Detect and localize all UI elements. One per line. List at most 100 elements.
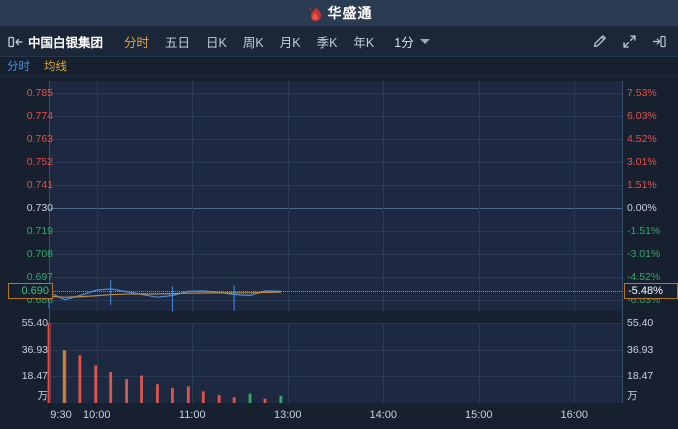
brand-bar: 华盛通 <box>0 0 678 27</box>
chart-toolbar: 中国白银集团 分时 五日 日K 周K 月K 季K 年K 1分 <box>0 27 678 57</box>
price-gridline <box>49 161 622 163</box>
volume-bar <box>94 365 98 403</box>
volume-bar <box>109 371 113 403</box>
volume-bar <box>140 375 143 403</box>
plot-left-border <box>49 81 50 403</box>
fullscreen-icon[interactable] <box>622 34 637 49</box>
plot-right-border <box>622 81 623 403</box>
time-gridline <box>96 81 98 311</box>
time-tick-label: 16:00 <box>560 409 589 421</box>
volume-tick-label: 36.93 <box>627 343 654 356</box>
pencil-icon[interactable] <box>592 34 607 49</box>
volume-unit-label: 万 <box>627 390 638 402</box>
price-plot-background <box>49 81 622 311</box>
time-gridline <box>192 81 194 311</box>
volume-bar <box>125 379 128 403</box>
volume-bar <box>78 355 82 403</box>
price-tick-label: 0.763 <box>26 132 53 145</box>
indicator-tab-junxian[interactable]: 均线 <box>44 61 67 73</box>
interval-label: 1分 <box>394 36 414 50</box>
volume-tick-label: 36.93 <box>21 343 48 356</box>
volume-bars-layer <box>47 323 283 403</box>
price-gridline <box>49 184 622 186</box>
price-gridline <box>49 253 622 255</box>
volume-tick-label: 55.40 <box>21 317 48 329</box>
percent-tick-label: 7.53% <box>627 86 657 99</box>
percent-tick-label: 0.00% <box>627 201 657 214</box>
period-tab-dayk[interactable]: 日K <box>206 36 227 50</box>
time-tick-label: 10:00 <box>82 409 111 421</box>
volume-gridline <box>49 376 622 378</box>
volume-bar <box>171 387 174 403</box>
period-tab-fenshi[interactable]: 分时 <box>124 36 150 50</box>
chart-area: 0.785 0.774 0.763 0.752 0.741 0.730 0.719 0.708… <box>0 76 678 429</box>
time-gridline <box>574 81 576 311</box>
price-tick-label: 0.741 <box>26 178 53 191</box>
current-price-badge: 0.690 <box>8 283 53 300</box>
percent-tick-label: -1.51% <box>627 224 661 237</box>
volume-bar <box>248 393 252 403</box>
price-gridline <box>49 299 622 301</box>
time-gridline <box>192 323 194 403</box>
time-tick-label: 14:00 <box>369 409 397 421</box>
percent-tick-label: -6.03% <box>627 293 661 306</box>
period-tab-quarterk[interactable]: 季K <box>316 36 338 50</box>
volume-bar <box>62 350 66 403</box>
time-axis: 9:30 10:00 11:00 13:00 14:00 15:00 16:00 <box>0 405 678 429</box>
volume-tick-label: 18.47 <box>21 370 48 383</box>
price-gridline <box>49 230 622 232</box>
period-tabs: 分时 五日 日K 周K 月K 季K 年K <box>116 32 382 51</box>
interval-selector[interactable]: 1分 <box>394 32 430 51</box>
price-gridline <box>49 138 622 140</box>
indicator-tab-fenshi[interactable]: 分时 <box>7 61 30 73</box>
volume-bar <box>279 395 283 403</box>
percent-tick-label: -3.01% <box>627 247 661 260</box>
period-tab-yeark[interactable]: 年K <box>353 36 375 50</box>
price-tick-label: 0.785 <box>26 86 53 99</box>
flame-icon <box>306 5 323 22</box>
price-gridline <box>49 276 622 278</box>
indicator-tabs: 分时 均线 <box>0 57 678 76</box>
time-gridline <box>478 323 480 403</box>
sidebar-toggle-icon[interactable] <box>652 34 667 49</box>
percent-tick-label: 6.03% <box>627 109 657 122</box>
average-line <box>48 291 281 298</box>
brand-name: 华盛通 <box>327 4 373 21</box>
volume-bar <box>263 398 267 403</box>
time-gridline <box>383 81 385 311</box>
volume-unit-label: 万 <box>37 390 49 402</box>
price-line <box>48 288 281 301</box>
collapse-panel-icon[interactable] <box>7 34 24 50</box>
time-gridline <box>574 323 576 403</box>
volume-bar <box>217 395 221 403</box>
volume-bar <box>156 384 159 403</box>
price-tick-label: 0.686 <box>26 293 53 306</box>
volume-plot[interactable] <box>47 323 622 403</box>
period-tab-5day[interactable]: 五日 <box>165 36 191 50</box>
brand-logo: 华盛通 <box>306 5 373 22</box>
current-percent-badge: -5.48% <box>624 283 678 300</box>
period-tab-weekk[interactable]: 周K <box>242 36 264 50</box>
volume-gridline <box>49 323 622 324</box>
time-gridline <box>478 81 480 311</box>
price-gridline <box>49 115 622 117</box>
current-price-dotted-line <box>49 291 622 293</box>
time-gridline <box>383 323 385 403</box>
price-tick-label: 0.730 <box>26 201 53 214</box>
time-gridline <box>287 323 289 403</box>
volume-bar <box>232 397 236 403</box>
price-gridline <box>49 92 622 94</box>
price-series-layer <box>48 279 281 312</box>
price-plot[interactable] <box>48 81 622 312</box>
stock-name[interactable]: 中国白银集团 <box>28 36 104 50</box>
time-gridline <box>96 323 98 403</box>
time-tick-label: 13:00 <box>274 409 302 421</box>
chevron-down-icon <box>419 39 430 44</box>
price-tick-label: 0.719 <box>26 224 53 237</box>
time-tick-label: 15:00 <box>464 409 493 421</box>
percent-tick-label: 4.52% <box>627 132 657 145</box>
price-tick-label: 0.697 <box>26 270 53 283</box>
volume-bar <box>186 386 190 403</box>
period-tab-monthk[interactable]: 月K <box>279 36 301 50</box>
